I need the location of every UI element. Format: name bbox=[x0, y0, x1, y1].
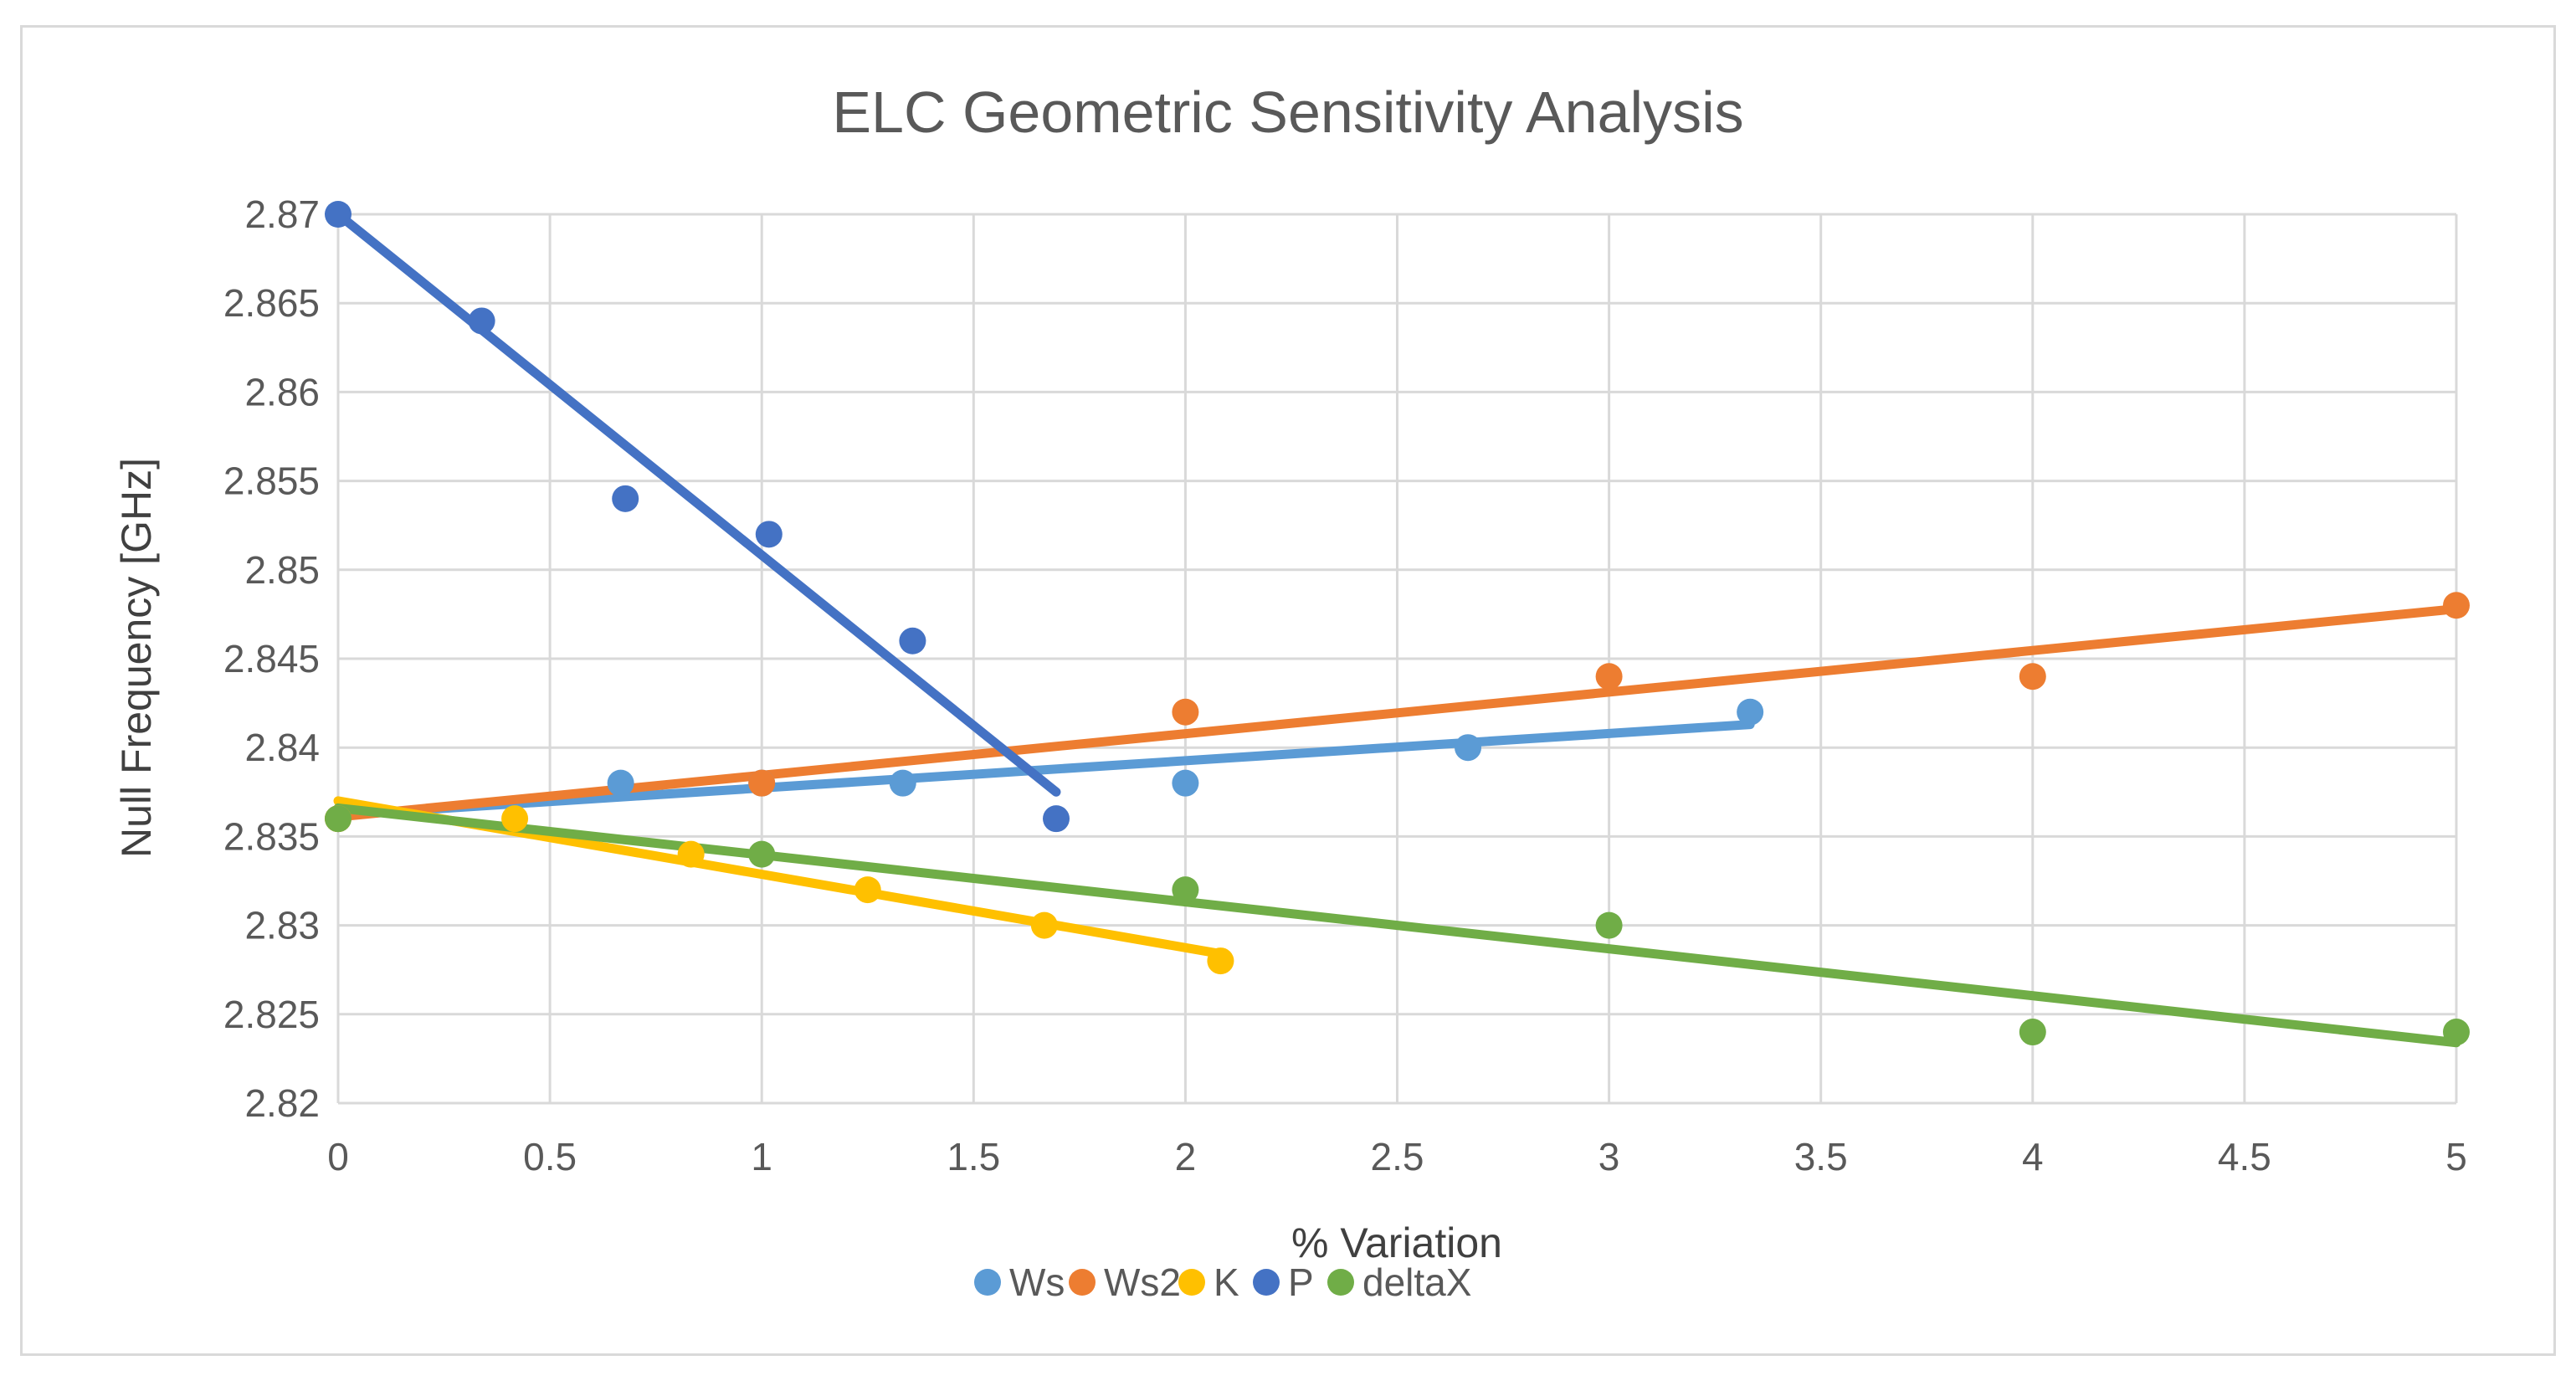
y-tick-label: 2.825 bbox=[223, 993, 320, 1036]
y-tick-label: 2.82 bbox=[244, 1081, 320, 1125]
point-ws2 bbox=[1172, 698, 1199, 726]
point-deltax bbox=[748, 840, 776, 868]
legend-label-p: P bbox=[1288, 1260, 1314, 1304]
legend-marker-ws2 bbox=[1069, 1269, 1096, 1296]
y-tick-label: 2.855 bbox=[223, 459, 320, 503]
point-p bbox=[755, 521, 783, 548]
point-ws bbox=[1172, 769, 1199, 797]
y-tick-label: 2.83 bbox=[244, 904, 320, 947]
y-axis-label: Null Frequency [GHz] bbox=[113, 458, 160, 858]
chart-frame bbox=[20, 25, 2556, 1356]
point-p bbox=[1043, 805, 1070, 833]
legend-label-deltax: deltaX bbox=[1362, 1260, 1471, 1304]
chart-title: ELC Geometric Sensitivity Analysis bbox=[832, 80, 1743, 145]
point-k bbox=[501, 805, 529, 833]
legend-label-k: K bbox=[1214, 1260, 1239, 1304]
point-deltax bbox=[2443, 1019, 2470, 1046]
x-tick-label: 2.5 bbox=[1371, 1135, 1424, 1178]
trendline-ws2 bbox=[333, 604, 2461, 822]
point-ws2 bbox=[1595, 663, 1623, 690]
gridlines bbox=[336, 213, 2458, 1105]
point-deltax bbox=[1595, 911, 1623, 939]
point-p bbox=[612, 485, 639, 512]
x-tick-label: 4 bbox=[2022, 1135, 2044, 1178]
y-tick-label: 2.845 bbox=[223, 637, 320, 680]
point-ws2 bbox=[2019, 663, 2046, 690]
point-k bbox=[854, 876, 881, 904]
y-tick-labels: 2.82 2.825 2.83 2.835 2.84 2.845 2.85 2.855 2.86… bbox=[223, 193, 320, 1125]
x-tick-label: 5 bbox=[2445, 1135, 2467, 1178]
y-tick-label: 2.85 bbox=[244, 548, 320, 592]
point-k bbox=[677, 840, 705, 868]
x-tick-labels: 0 0.5 1 1.5 2 2.5 3 3.5 4 4.5 5 bbox=[327, 1135, 2467, 1178]
point-deltax bbox=[1172, 876, 1199, 904]
point-ws2 bbox=[748, 769, 776, 797]
point-deltax bbox=[325, 805, 352, 833]
point-deltax bbox=[2019, 1019, 2046, 1046]
x-tick-label: 3.5 bbox=[1794, 1135, 1848, 1178]
point-ws bbox=[1455, 734, 1482, 762]
legend-marker-deltax bbox=[1327, 1269, 1354, 1296]
x-axis-label: % Variation bbox=[1291, 1219, 1502, 1266]
x-tick-label: 3 bbox=[1598, 1135, 1620, 1178]
point-k bbox=[1207, 947, 1234, 975]
x-tick-label: 1.5 bbox=[947, 1135, 1000, 1178]
trendline-p bbox=[333, 209, 1061, 797]
point-p bbox=[899, 627, 926, 655]
point-p bbox=[468, 307, 495, 335]
y-tick-label: 2.835 bbox=[223, 814, 320, 858]
point-p bbox=[325, 201, 352, 228]
x-tick-label: 0 bbox=[327, 1135, 349, 1178]
point-ws bbox=[889, 769, 916, 797]
y-tick-label: 2.86 bbox=[244, 370, 320, 413]
x-tick-label: 0.5 bbox=[523, 1135, 577, 1178]
y-tick-label: 2.865 bbox=[223, 281, 320, 325]
legend-label-ws2: Ws2 bbox=[1104, 1260, 1181, 1304]
legend-marker-k bbox=[1178, 1269, 1205, 1296]
x-tick-label: 2 bbox=[1175, 1135, 1197, 1178]
legend-label-ws: Ws bbox=[1009, 1260, 1065, 1304]
legend-marker-p bbox=[1253, 1269, 1280, 1296]
y-tick-label: 2.84 bbox=[244, 726, 320, 769]
trendline-ws bbox=[333, 720, 1755, 820]
point-ws2 bbox=[2443, 592, 2470, 619]
data-points bbox=[325, 201, 2470, 1046]
point-k bbox=[1030, 911, 1058, 939]
x-tick-label: 4.5 bbox=[2218, 1135, 2271, 1178]
y-tick-label: 2.87 bbox=[244, 193, 320, 236]
point-ws bbox=[1737, 698, 1764, 726]
legend-marker-ws bbox=[974, 1269, 1001, 1296]
x-tick-label: 1 bbox=[751, 1135, 772, 1178]
point-ws bbox=[607, 769, 634, 797]
